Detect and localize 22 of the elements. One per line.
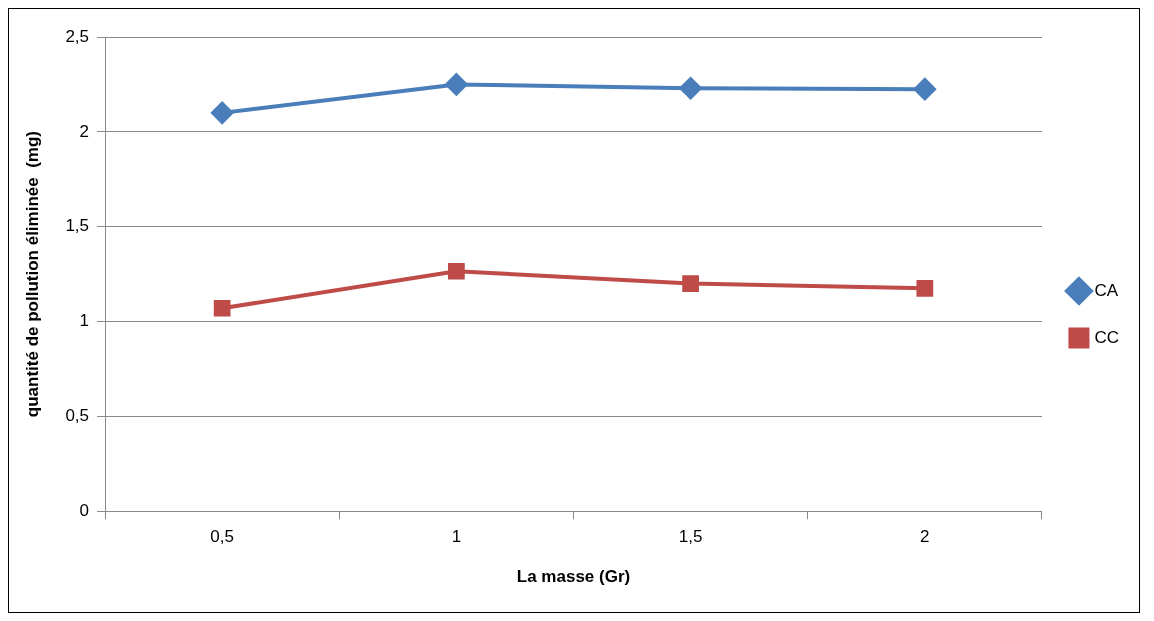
x-tick-label: 1,5 [678, 527, 703, 547]
point [448, 262, 465, 280]
point [916, 279, 934, 297]
y-tick-label: 0 [79, 500, 90, 520]
y-tick-label: 1 [79, 311, 90, 331]
legend-label: CA [1094, 280, 1119, 300]
point [679, 77, 702, 100]
point [213, 299, 231, 317]
y-tick-label: 0,5 [65, 406, 90, 426]
point [913, 78, 936, 101]
legend-label: CC [1094, 327, 1120, 347]
y-tick-label: 1,5 [65, 216, 90, 236]
x-tick-label: 0,5 [210, 527, 234, 547]
x-axis-title: La masse (Gr) [516, 567, 631, 587]
point [445, 73, 468, 96]
y-tick-label: 2,5 [65, 26, 90, 46]
y-axis-title: quantité de pollution éliminée (mg) [22, 131, 42, 418]
x-tick-label: 1 [451, 527, 462, 547]
y-tick-label: 2 [79, 121, 90, 141]
x-tick-label: 2 [920, 527, 930, 547]
point [682, 275, 699, 292]
point [211, 101, 234, 124]
